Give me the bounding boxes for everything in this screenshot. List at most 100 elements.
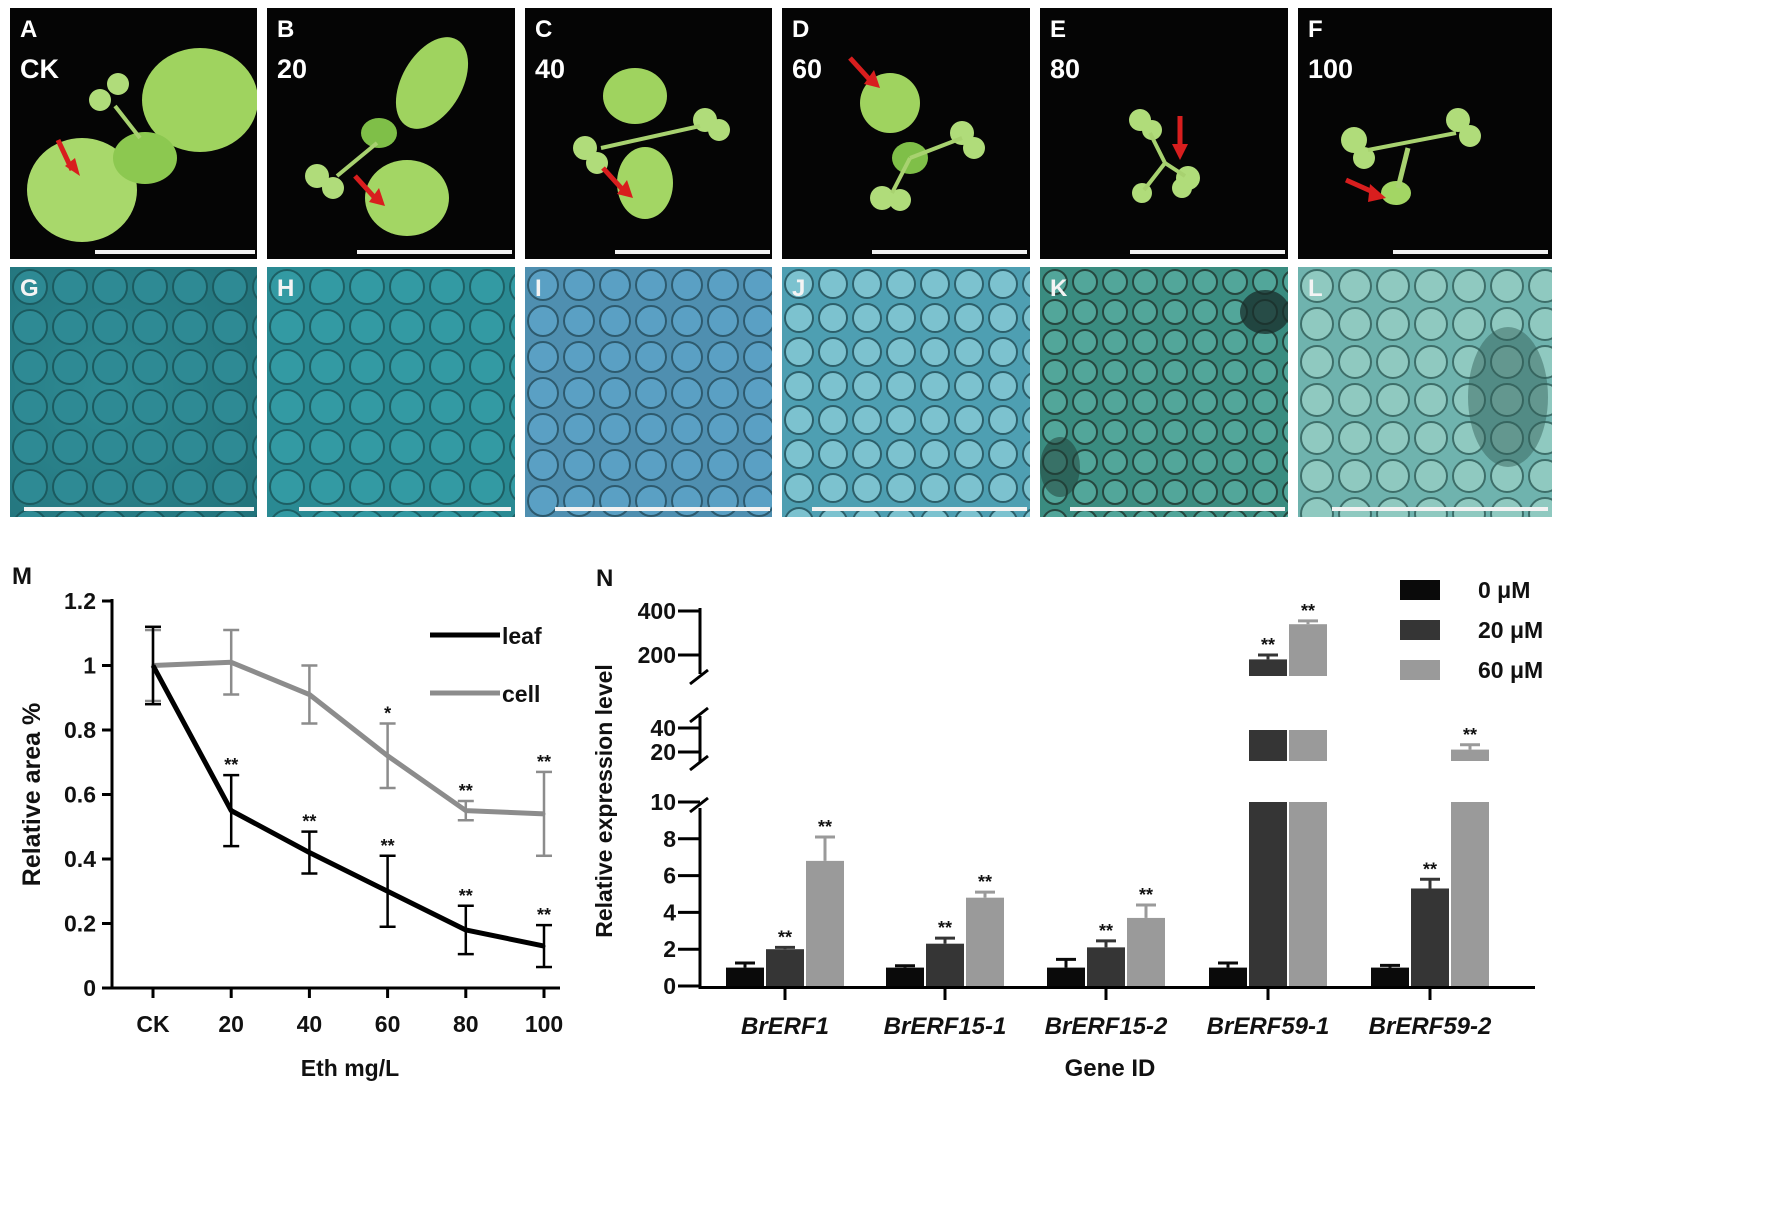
panel-condition-label: 40	[535, 54, 566, 84]
panel-letter: C	[535, 16, 553, 43]
legend-leaf-label: leaf	[502, 623, 542, 649]
scale-bar	[357, 250, 512, 254]
panel-condition-label: 100	[1308, 54, 1354, 84]
significance-label: **	[459, 781, 473, 801]
x-tick-label: BrERF1	[741, 1013, 829, 1040]
panel-letter: A	[20, 16, 38, 43]
seedling-image	[1129, 109, 1200, 203]
legend-cell-label: cell	[502, 681, 540, 707]
significance-label: **	[1301, 601, 1315, 621]
panel-d-plant: D 60	[782, 8, 1030, 259]
bar-20μM	[1249, 659, 1287, 676]
significance-label: **	[459, 886, 473, 906]
cell-texture	[782, 267, 1030, 517]
panel-letter: L	[1308, 275, 1323, 302]
panel-a-plant: A CK	[10, 8, 257, 259]
y-tick-label: 1.2	[64, 588, 96, 614]
y-tick-label: 2	[663, 936, 676, 962]
scale-bar	[1130, 250, 1285, 254]
panel-l-micrograph: L	[1298, 267, 1552, 517]
axis-break-mark	[689, 796, 709, 814]
legend-label: 60 μM	[1478, 657, 1543, 683]
bar-0μM	[886, 967, 924, 986]
bar-60μM	[1127, 917, 1165, 986]
bar-60μM	[1451, 749, 1489, 761]
bar-60μM	[966, 897, 1004, 986]
significance-label: *	[384, 704, 391, 724]
x-axis-label: Gene ID	[1065, 1055, 1156, 1082]
y-axis-label: Relative expression level	[591, 664, 617, 938]
panel-e-plant: E 80	[1040, 8, 1288, 259]
significance-label: **	[537, 905, 551, 925]
significance-label: **	[537, 752, 551, 772]
significance-label: **	[302, 812, 316, 832]
data-point-leaf	[464, 928, 468, 932]
seedling-image	[27, 48, 257, 242]
y-tick-label: 0	[83, 975, 96, 1001]
significance-label: **	[381, 836, 395, 856]
y-tick-label: 0.8	[64, 717, 96, 743]
y-tick-label: 4	[663, 899, 676, 925]
data-point-leaf	[307, 851, 311, 855]
chart-m-relative-area: M 0 0.2 0.4 0.6 0.8 1 1.2 CK 20 40 60 80 100 Relati…	[12, 563, 563, 1081]
cell-texture	[525, 267, 772, 517]
panel-c-plant: C 40	[525, 8, 772, 259]
significance-label: **	[224, 755, 238, 775]
series-line-cell	[152, 659, 545, 817]
scale-bar	[615, 250, 770, 254]
chart-m-panel-letter: M	[12, 563, 32, 590]
y-tick-label: 0	[663, 973, 676, 999]
significance-label: **	[1099, 921, 1113, 941]
bar-0μM	[1209, 967, 1247, 986]
panel-condition-label: 80	[1050, 54, 1081, 84]
y-tick-label: 0.2	[64, 911, 96, 937]
significance-label: **	[818, 817, 832, 837]
seedling-image	[573, 68, 730, 219]
cell-texture	[10, 267, 257, 517]
data-point-cell	[307, 693, 311, 697]
bar-60μM	[806, 860, 844, 986]
panel-letter: K	[1050, 275, 1068, 302]
scale-bar	[24, 507, 254, 511]
panel-k-micrograph: K	[1040, 267, 1288, 517]
y-tick-label: 6	[663, 863, 676, 889]
panel-j-micrograph: J	[782, 267, 1030, 517]
data-point-cell	[464, 809, 468, 813]
panel-letter: G	[20, 275, 39, 302]
legend-swatch	[1400, 580, 1440, 600]
bar-20μM	[1087, 947, 1125, 986]
axis-break-mark	[689, 668, 709, 686]
data-point-leaf	[386, 889, 390, 893]
cell-texture	[1040, 267, 1288, 517]
x-tick-label: 100	[525, 1011, 563, 1037]
x-tick-label: CK	[136, 1011, 170, 1037]
scale-bar	[1070, 507, 1285, 511]
significance-label: **	[1423, 859, 1437, 879]
axis-break-mark	[689, 754, 709, 772]
legend-swatch	[1400, 620, 1440, 640]
y-tick-label: 200	[638, 642, 676, 668]
scale-bar	[299, 507, 511, 511]
bar-60μM	[1289, 802, 1327, 986]
y-tick-label: 0.6	[64, 782, 96, 808]
bar-60μM	[1451, 802, 1489, 986]
panel-letter: B	[277, 16, 295, 43]
x-tick-label: BrERF59-1	[1207, 1013, 1330, 1040]
significance-label: **	[778, 927, 792, 947]
chart-n-panel-letter: N	[596, 565, 613, 592]
bar-20μM	[1249, 802, 1287, 986]
panel-g-micrograph: G	[10, 267, 257, 517]
data-point-leaf	[151, 664, 155, 667]
bar-0μM	[1371, 967, 1409, 986]
y-tick-label: 1	[83, 653, 96, 679]
bar-60μM	[1289, 624, 1327, 676]
y-tick-label: 20	[650, 739, 676, 765]
y-tick-label: 10	[650, 789, 676, 815]
panel-letter: J	[792, 275, 806, 302]
panel-letter: D	[792, 16, 810, 43]
series-line-leaf	[150, 664, 545, 949]
y-axis-label: Relative area %	[18, 703, 46, 886]
seedling-image	[305, 37, 469, 236]
significance-label: **	[978, 872, 992, 892]
scale-bar	[812, 507, 1027, 511]
